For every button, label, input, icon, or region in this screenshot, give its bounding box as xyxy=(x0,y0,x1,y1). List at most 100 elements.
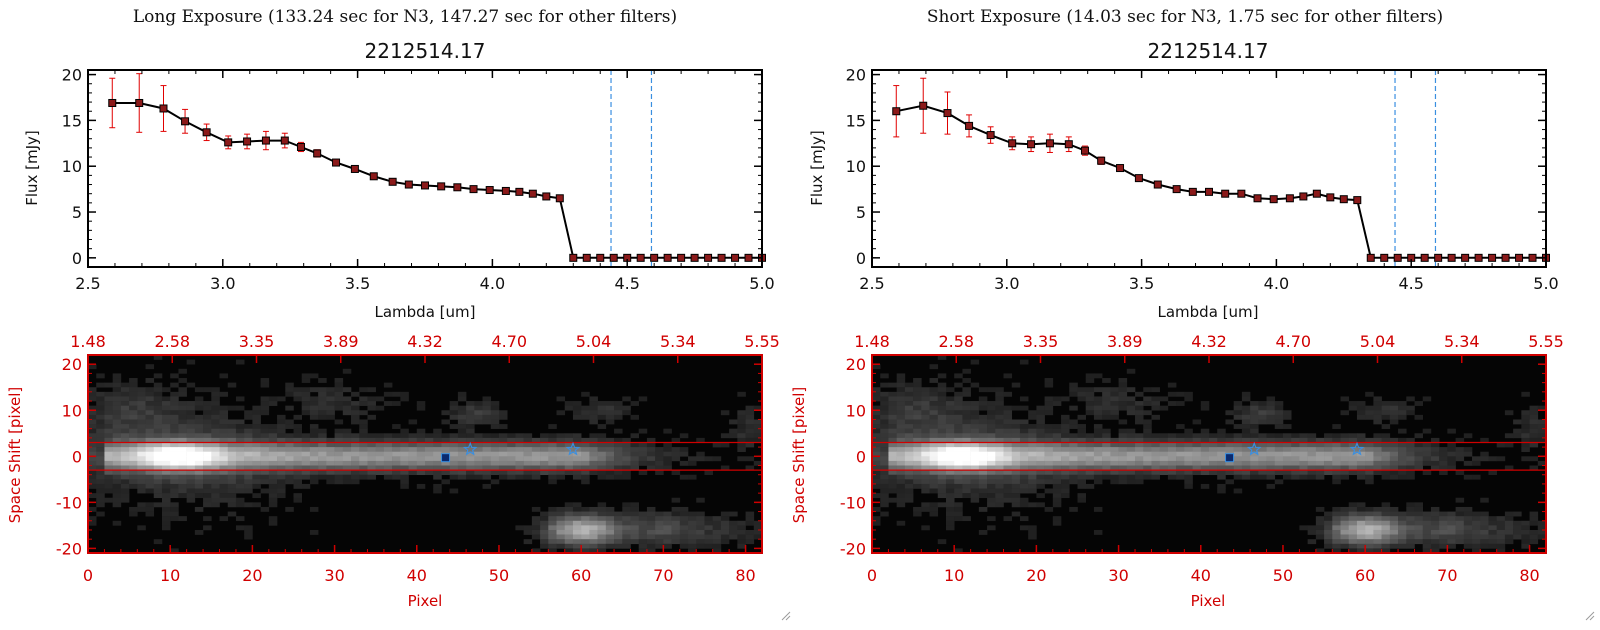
image-xlabel-left: Pixel xyxy=(408,592,443,610)
right-spectrum-ytick-label-3: 15 xyxy=(846,111,866,130)
right-spectrum-point-38 xyxy=(1515,253,1524,262)
right-spectrum-point-34 xyxy=(1461,253,1470,262)
right-spectrum-point-10 xyxy=(1097,156,1106,165)
right-spectrum-point-35 xyxy=(1474,253,1483,262)
right-spectrum-point-37 xyxy=(1501,253,1510,262)
right-image-ytick-label-1: -10 xyxy=(840,493,866,512)
right-spectrum-point-22 xyxy=(1299,192,1308,201)
left-spectrum-point-32 xyxy=(650,253,659,262)
left-image-toptick-label-3: 3.89 xyxy=(323,332,359,351)
right-spectrum-point-32 xyxy=(1434,253,1443,262)
left-spectrum-point-20 xyxy=(485,186,494,195)
right-spectrum-point-23 xyxy=(1312,189,1321,198)
spectrum-xlabel-right: Lambda [um] xyxy=(1158,303,1259,321)
left-spectrum-ytick-label-3: 15 xyxy=(62,111,82,130)
left-spectrum-point-34 xyxy=(677,253,686,262)
spectrum-ylabel-left: Flux [mJy] xyxy=(23,130,41,206)
left-spectrum-point-26 xyxy=(569,253,578,262)
left-spectrum-point-7 xyxy=(261,136,270,145)
right-spectrum-point-19 xyxy=(1253,194,1262,203)
left-spectrum-series-line xyxy=(112,102,762,259)
left-image-ytick-label-0: -20 xyxy=(56,539,82,558)
left-spectrum-point-17 xyxy=(437,182,446,191)
left-spectrum-xtick-label-5: 5.0 xyxy=(749,274,774,293)
left-image-ytick-label-3: 10 xyxy=(62,401,82,420)
left-spectrum-xtick-label-3: 4.0 xyxy=(480,274,505,293)
right-spectrum-point-33 xyxy=(1447,253,1456,262)
left-spectrum-point-9 xyxy=(296,142,305,151)
right-spectrum-point-20 xyxy=(1269,195,1278,204)
right-spectrum-xtick-label-4: 4.5 xyxy=(1398,274,1423,293)
right-image-ytick-label-0: -20 xyxy=(840,539,866,558)
spectrum-plot-left: 2.5 3.0 3.5 4.0 4.5 5.0 0 5 10 15 20 xyxy=(62,66,775,293)
right-image-ytick-label-2: 0 xyxy=(856,447,866,466)
right-image-pixels xyxy=(872,355,1547,554)
left-spectrum-point-5 xyxy=(224,138,233,147)
right-spectrum-point-26 xyxy=(1353,196,1362,205)
left-spectrum-point-31 xyxy=(636,253,645,262)
left-spectrum-point-18 xyxy=(453,183,462,192)
left-image-xtick-label-7: 70 xyxy=(653,566,673,585)
spectrum-ylabel-right: Flux [mJy] xyxy=(808,130,826,206)
right-image-xtick-label-1: 10 xyxy=(944,566,964,585)
left-image-xtick-label-5: 50 xyxy=(489,566,509,585)
left-image-toptick-label-1: 2.58 xyxy=(154,332,190,351)
right-spectrum-xtick-label-1: 3.0 xyxy=(994,274,1019,293)
right-spectrum-point-31 xyxy=(1420,253,1429,262)
right-spectrum-ytick-label-0: 0 xyxy=(856,249,866,268)
right-image-xtick-label-6: 60 xyxy=(1355,566,1375,585)
left-image-marker-star-2 xyxy=(565,441,581,456)
right-spectrum-point-15 xyxy=(1188,187,1197,196)
right-spectrum-ytick-label-2: 10 xyxy=(846,157,866,176)
image-ylabel-left: Space Shift [pixel] xyxy=(6,387,24,524)
left-spectrum-xtick-label-4: 4.5 xyxy=(614,274,639,293)
resize-grip-right[interactable] xyxy=(1585,611,1595,621)
right-image-ytick-label-3: 10 xyxy=(846,401,866,420)
left-spectrum-point-25 xyxy=(555,194,564,203)
right-image-toptick-label-7: 5.34 xyxy=(1444,332,1480,351)
left-spectrum-point-24 xyxy=(542,192,551,201)
left-spectrum-point-15 xyxy=(404,180,413,189)
right-spectrum-point-28 xyxy=(1380,253,1389,262)
right-spectrum-point-11 xyxy=(1116,164,1125,173)
right-image-toptick-label-4: 4.32 xyxy=(1191,332,1227,351)
right-image-toptick-label-1: 2.58 xyxy=(938,332,974,351)
image-plot-right: 0 10 20 30 40 50 60 70 80 1.48 2.58 3.35 3.89 4.32 4.7… xyxy=(840,332,1564,585)
right-spectrum-point-4 xyxy=(986,131,995,140)
right-spectrum-point-6 xyxy=(1027,140,1036,149)
right-spectrum-point-13 xyxy=(1153,180,1162,189)
right-spectrum-point-27 xyxy=(1366,253,1375,262)
right-spectrum-point-25 xyxy=(1339,195,1348,204)
left-spectrum-point-14 xyxy=(388,177,397,186)
left-spectrum-point-19 xyxy=(469,185,478,194)
left-image-xtick-label-6: 60 xyxy=(571,566,591,585)
right-spectrum-point-2 xyxy=(943,109,952,118)
left-spectrum-point-4 xyxy=(202,128,211,137)
left-image-marker-square-0 xyxy=(441,453,451,463)
right-image-toptick-label-3: 3.89 xyxy=(1107,332,1143,351)
right-spectrum-point-5 xyxy=(1008,139,1017,148)
resize-grip-left[interactable] xyxy=(781,611,791,621)
left-spectrum-xtick-label-1: 3.0 xyxy=(210,274,235,293)
right-spectrum-point-7 xyxy=(1045,139,1054,148)
right-spectrum-xtick-label-3: 4.0 xyxy=(1264,274,1289,293)
left-spectrum-point-1 xyxy=(135,98,144,107)
right-spectrum-xtick-label-5: 5.0 xyxy=(1533,274,1558,293)
image-plot-left: 0 10 20 30 40 50 60 70 80 1.48 2.58 3.35 3.89 4.32 4.7… xyxy=(56,332,780,585)
left-image-xtick-label-1: 10 xyxy=(160,566,180,585)
right-spectrum-point-18 xyxy=(1237,189,1246,198)
right-image-toptick-label-8: 5.55 xyxy=(1528,332,1564,351)
left-spectrum-point-8 xyxy=(280,136,289,145)
right-image-toptick-label-6: 5.04 xyxy=(1360,332,1396,351)
left-image-marker-star-1 xyxy=(462,441,478,456)
long-exposure-heading: Long Exposure (133.24 sec for N3, 147.27… xyxy=(133,7,677,27)
right-spectrum-point-12 xyxy=(1134,174,1143,183)
left-spectrum-point-38 xyxy=(731,253,740,262)
right-spectrum-frame xyxy=(871,69,1547,268)
right-spectrum-point-24 xyxy=(1326,193,1335,202)
right-spectrum-point-17 xyxy=(1221,189,1230,198)
left-spectrum-xtick-label-0: 2.5 xyxy=(75,274,100,293)
left-spectrum-point-36 xyxy=(704,253,713,262)
left-image-ytick-label-1: -10 xyxy=(56,493,82,512)
right-image-xtick-label-8: 80 xyxy=(1519,566,1539,585)
